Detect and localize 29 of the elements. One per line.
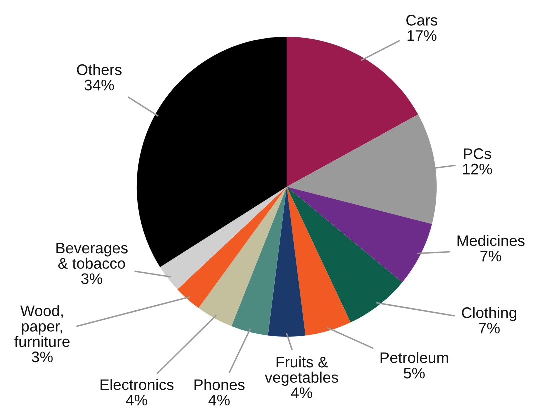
data-label: 4% xyxy=(126,394,148,406)
data-label: 4% xyxy=(291,388,312,398)
pie-slice xyxy=(136,36,287,268)
data-label: 3% xyxy=(81,274,102,284)
slice-label: Beverages & tobacco xyxy=(56,243,128,270)
data-label: 12% xyxy=(463,164,492,175)
slice-label: Phones xyxy=(194,379,245,390)
pie-slice xyxy=(160,186,287,290)
data-label: 5% xyxy=(404,368,425,379)
slice-label: Cars xyxy=(406,15,438,26)
data-label: 17% xyxy=(408,30,437,42)
slice-label: Fruits & vegetables xyxy=(265,356,338,386)
slice-label: Others xyxy=(77,64,122,76)
pie-slice xyxy=(268,186,306,337)
data-label: 34% xyxy=(84,80,114,91)
slice-label: Clothing xyxy=(462,307,516,322)
pie-slice xyxy=(286,186,403,323)
slice-label: Wood, paper, furniture xyxy=(14,305,70,348)
pie-slice xyxy=(198,186,287,326)
slice-label: PCs xyxy=(464,148,492,160)
slice-label: Electronics xyxy=(100,379,174,390)
pie-slice xyxy=(286,186,432,283)
data-label: 7% xyxy=(479,322,500,334)
data-label: 4% xyxy=(208,394,230,406)
slice-label: Petroleum xyxy=(380,352,448,364)
pie-slice xyxy=(232,186,287,336)
data-label: 3% xyxy=(32,352,53,363)
data-label: 7% xyxy=(480,250,502,262)
slice-label: Medicines xyxy=(458,235,525,246)
